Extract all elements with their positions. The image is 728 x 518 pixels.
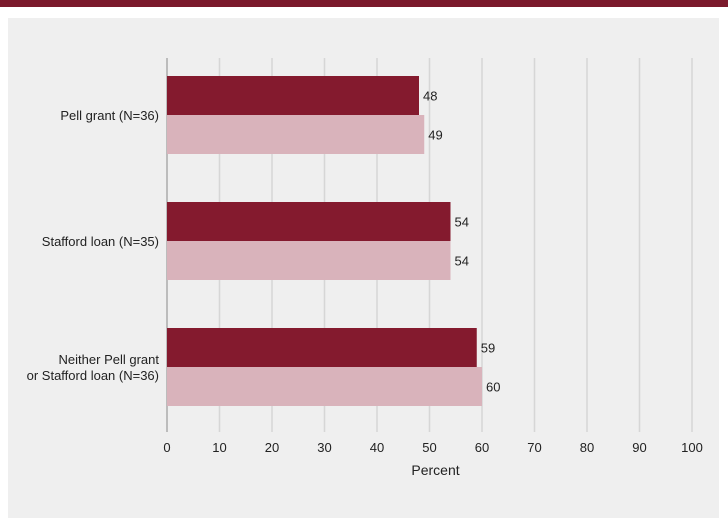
x-tick-label: 10 xyxy=(212,440,226,455)
x-tick-label: 80 xyxy=(580,440,594,455)
category-label: Pell grant (N=36) xyxy=(60,108,159,123)
bar-series1 xyxy=(167,328,477,367)
x-tick-label: 20 xyxy=(265,440,279,455)
x-tick-label: 30 xyxy=(317,440,331,455)
x-tick-label: 70 xyxy=(527,440,541,455)
category-label: Neither Pell grant or Stafford loan (N=36… xyxy=(27,352,160,383)
bar-series2 xyxy=(167,367,482,406)
x-tick-label: 60 xyxy=(475,440,489,455)
bar-value-label: 54 xyxy=(455,254,469,269)
bar-value-label: 48 xyxy=(423,89,437,104)
x-tick-label: 100 xyxy=(681,440,703,455)
bar-series2 xyxy=(167,115,425,154)
bar-value-label: 54 xyxy=(455,215,469,230)
bar-chart: 48 49 Pell grant (N=36) 54 54 Stafford loan (… xyxy=(27,58,703,478)
bar-series1 xyxy=(167,76,419,115)
x-tick-label: 0 xyxy=(163,440,170,455)
bar-series2 xyxy=(167,241,451,280)
chart-panel: 48 49 Pell grant (N=36) 54 54 Stafford loan (… xyxy=(8,18,719,518)
category-label: Stafford loan (N=35) xyxy=(42,234,159,249)
top-rule xyxy=(0,0,728,7)
bar-value-label: 59 xyxy=(481,341,495,356)
x-tick-label: 50 xyxy=(422,440,436,455)
bar-value-label: 49 xyxy=(428,128,442,143)
bar-series1 xyxy=(167,202,451,241)
x-tick-label: 40 xyxy=(370,440,384,455)
x-axis-title: Percent xyxy=(411,462,459,478)
bar-value-label: 60 xyxy=(486,380,500,395)
x-tick-label: 90 xyxy=(632,440,646,455)
